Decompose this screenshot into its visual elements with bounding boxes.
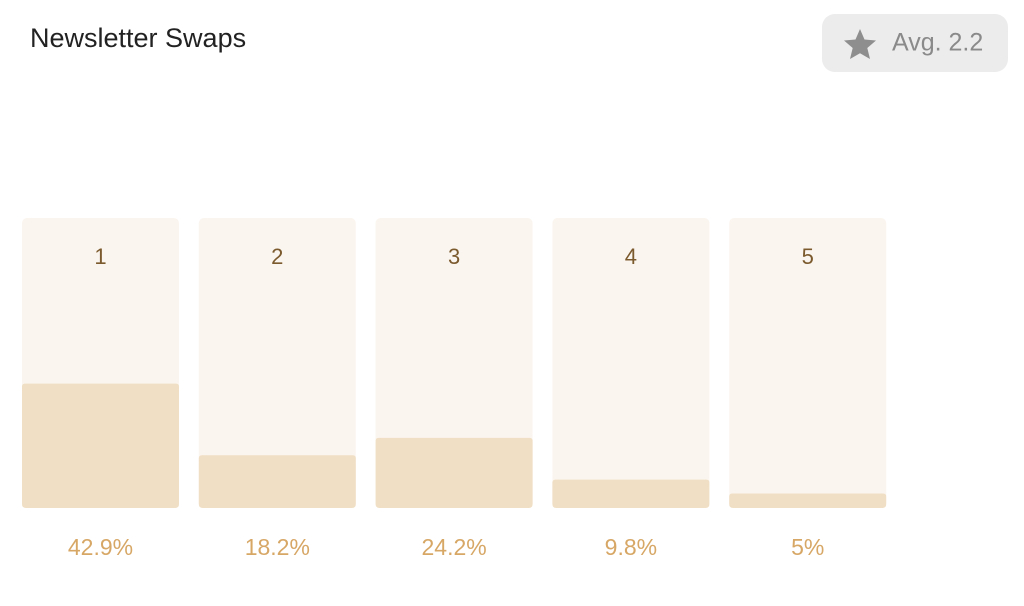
bar — [22, 383, 179, 508]
bar — [552, 479, 710, 508]
bar-track — [552, 218, 710, 508]
bar — [729, 493, 887, 508]
category-label: 3 — [448, 244, 460, 269]
bar-track — [198, 218, 356, 508]
star-icon — [844, 29, 876, 59]
value-label: 24.2% — [421, 534, 486, 560]
value-label: 5% — [791, 534, 824, 560]
bar — [198, 455, 356, 508]
bar-track — [729, 218, 887, 508]
value-label: 18.2% — [245, 534, 310, 560]
category-label: 1 — [94, 244, 106, 269]
category-label: 5 — [802, 244, 814, 269]
average-badge: Avg. 2.2 — [822, 14, 1008, 72]
average-label: Avg. 2.2 — [892, 29, 983, 57]
category-label: 2 — [271, 244, 283, 269]
chart-title: Newsletter Swaps — [30, 23, 246, 53]
value-label: 9.8% — [605, 534, 657, 560]
bar — [375, 437, 533, 508]
bar-track — [375, 218, 533, 508]
category-label: 4 — [625, 244, 637, 269]
value-label: 42.9% — [68, 534, 133, 560]
